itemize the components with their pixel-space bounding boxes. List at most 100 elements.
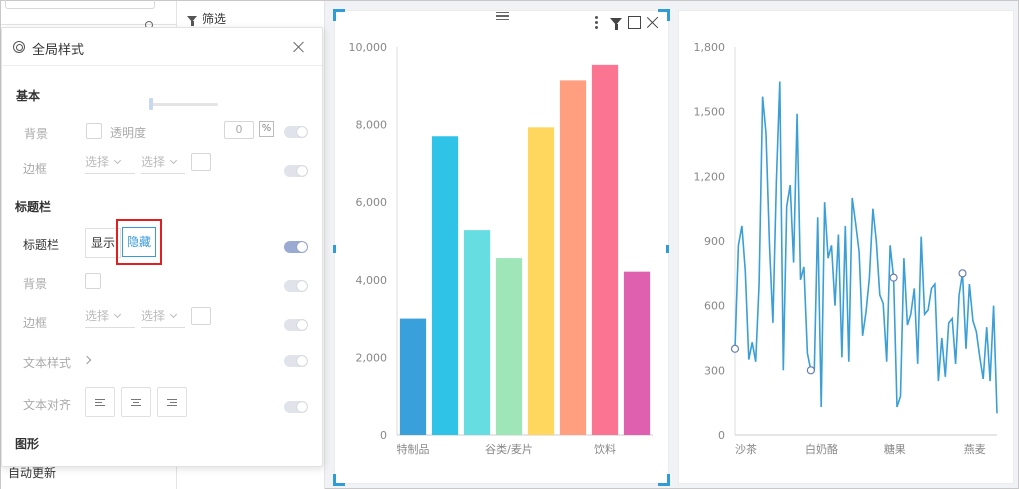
gear-icon — [13, 41, 25, 53]
bar — [399, 318, 427, 435]
x-tick-label: 糖果 — [884, 442, 906, 456]
data-point — [958, 269, 967, 278]
search-strip — [1, 0, 177, 29]
hide-button[interactable]: 隐藏 — [122, 227, 156, 257]
panel-header: 全局样式 — [2, 28, 322, 66]
titlebar-background-toggle[interactable] — [284, 280, 308, 292]
chevron-down-icon — [113, 156, 122, 165]
titlebar-border-color-box[interactable] — [191, 307, 211, 325]
search-input[interactable] — [5, 0, 155, 9]
text-align-toggle[interactable] — [284, 401, 308, 413]
line-chart-card[interactable]: 0 300 600 900 1,200 1,500 1,800 沙茶 白奶酪 糖果 燕麦 — [678, 10, 1014, 484]
highlight-box — [116, 219, 162, 265]
filter-icon — [187, 15, 197, 26]
text-style-toggle[interactable] — [284, 355, 308, 367]
align-left-button[interactable] — [85, 387, 115, 417]
background-toggle[interactable] — [284, 126, 308, 138]
x-tick-label: 沙茶 — [735, 443, 757, 456]
more-icon[interactable] — [595, 16, 598, 29]
align-center-button[interactable] — [121, 387, 151, 417]
series-line — [734, 81, 998, 414]
opacity-slider-track[interactable] — [152, 103, 218, 106]
bar — [591, 64, 619, 436]
bar-chart: 0 2,000 4,000 6,000 8,000 10,000 特制品 谷类/麦片 饮料 — [349, 41, 653, 456]
titlebar-toggle[interactable] — [284, 241, 308, 253]
titlebar-border-width-select[interactable]: 选择 — [141, 306, 185, 328]
close-icon[interactable] — [292, 40, 306, 54]
x-tick-label: 谷类/麦片 — [485, 442, 533, 456]
y-tick-label: 1,800 — [694, 41, 726, 54]
maximize-icon[interactable] — [628, 16, 641, 29]
y-tick-label: 10,000 — [349, 41, 388, 54]
border-width-select[interactable]: 选择 — [141, 152, 185, 174]
section-titlebar: 标题栏 — [15, 200, 52, 214]
border-label: 边框 — [23, 162, 48, 176]
select-text: 选择 — [141, 155, 166, 169]
line-chart: 0 300 600 900 1,200 1,500 1,800 沙茶 白奶酪 糖果 燕麦 — [694, 41, 998, 456]
y-tick-label: 1,500 — [694, 106, 726, 119]
border-color-box[interactable] — [191, 153, 211, 171]
x-tick-label: 白奶酪 — [805, 442, 838, 456]
percent-unit: % — [259, 121, 274, 137]
resize-corner-top-left[interactable] — [333, 9, 345, 21]
resize-handle-left[interactable] — [333, 245, 336, 253]
border-style-select[interactable]: 选择 — [85, 152, 135, 174]
y-tick-label: 1,200 — [694, 170, 726, 183]
select-text: 选择 — [85, 155, 110, 169]
data-point — [806, 366, 815, 375]
align-right-button[interactable] — [157, 387, 187, 417]
titlebar-border-label: 边框 — [23, 316, 48, 330]
filter-header[interactable]: 筛选 — [187, 10, 226, 27]
background-label: 背景 — [24, 127, 49, 141]
titlebar-background-label: 背景 — [23, 277, 48, 291]
titlebar-label: 标题栏 — [23, 238, 60, 252]
chart-close-icon[interactable] — [646, 16, 659, 29]
bar — [559, 80, 587, 436]
x-tick-label: 特制品 — [397, 442, 430, 456]
bar-chart-card[interactable]: 0 2,000 4,000 6,000 8,000 10,000 特制品 谷类/麦片 饮料 — [334, 10, 669, 484]
auto-update-label[interactable]: 自动更新 — [8, 466, 57, 480]
opacity-label: 透明度 — [110, 126, 147, 140]
x-tick-label: 饮料 — [594, 442, 616, 456]
select-text: 选择 — [141, 309, 166, 323]
titlebar-background-box[interactable] — [85, 273, 101, 289]
titlebar-border-style-select[interactable]: 选择 — [85, 306, 135, 328]
bar — [623, 271, 651, 435]
y-tick-label: 900 — [704, 235, 725, 248]
bar — [463, 230, 491, 435]
chevron-down-icon — [169, 156, 178, 165]
titlebar-border-toggle[interactable] — [284, 319, 308, 331]
y-tick-label: 4,000 — [356, 274, 388, 287]
resize-corner-bottom-right[interactable] — [658, 474, 670, 486]
y-tick-label: 2,000 — [356, 351, 388, 364]
opacity-slider-thumb[interactable] — [149, 98, 153, 110]
y-tick-label: 6,000 — [356, 196, 388, 209]
data-point — [889, 273, 898, 282]
resize-handle-right[interactable] — [666, 245, 669, 253]
bar — [527, 127, 555, 435]
y-tick-label: 8,000 — [356, 119, 388, 132]
x-tick-label: 燕麦 — [964, 443, 986, 456]
y-tick-label: 300 — [704, 364, 725, 377]
background-color-box[interactable] — [86, 123, 102, 139]
text-style-label: 文本样式 — [23, 356, 72, 370]
text-align-label: 文本对齐 — [23, 398, 72, 412]
y-tick-label: 0 — [718, 429, 725, 442]
y-tick-label: 600 — [704, 300, 725, 313]
resize-corner-bottom-left[interactable] — [333, 474, 345, 486]
show-button[interactable]: 显示 — [85, 228, 121, 258]
bar — [495, 258, 523, 435]
select-text: 选择 — [85, 309, 110, 323]
resize-corner-top-right[interactable] — [658, 9, 670, 21]
panel-title: 全局样式 — [32, 43, 85, 58]
section-basic: 基本 — [16, 89, 41, 103]
border-toggle[interactable] — [284, 165, 308, 177]
y-tick-label: 0 — [380, 429, 387, 442]
opacity-input[interactable]: 0 — [224, 121, 254, 139]
chart-filter-icon[interactable] — [610, 18, 622, 30]
drag-handle-icon[interactable] — [496, 12, 509, 20]
chevron-down-icon — [113, 310, 122, 319]
chevron-down-icon — [169, 310, 178, 319]
filter-title: 筛选 — [202, 12, 227, 26]
section-graphic: 图形 — [15, 437, 40, 451]
